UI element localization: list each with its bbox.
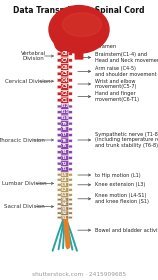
FancyBboxPatch shape xyxy=(68,59,72,62)
Text: L4: L4 xyxy=(62,178,68,182)
FancyBboxPatch shape xyxy=(61,115,69,121)
FancyBboxPatch shape xyxy=(61,71,69,77)
Text: C6: C6 xyxy=(61,64,68,69)
FancyBboxPatch shape xyxy=(57,52,61,55)
FancyBboxPatch shape xyxy=(61,97,69,104)
FancyBboxPatch shape xyxy=(57,99,61,102)
FancyBboxPatch shape xyxy=(61,149,69,155)
FancyBboxPatch shape xyxy=(61,155,69,161)
FancyBboxPatch shape xyxy=(68,162,72,165)
Text: T1: T1 xyxy=(62,167,67,171)
Text: C1: C1 xyxy=(61,98,68,103)
FancyBboxPatch shape xyxy=(57,92,61,95)
FancyBboxPatch shape xyxy=(68,207,72,210)
FancyBboxPatch shape xyxy=(57,194,61,196)
Text: T2: T2 xyxy=(62,162,67,166)
Text: S1: S1 xyxy=(62,216,68,220)
Text: Wrist and elbow
movement(C5-7): Wrist and elbow movement(C5-7) xyxy=(95,79,137,89)
FancyBboxPatch shape xyxy=(61,138,69,144)
FancyBboxPatch shape xyxy=(57,105,61,108)
Ellipse shape xyxy=(53,25,99,44)
FancyBboxPatch shape xyxy=(57,203,61,205)
FancyBboxPatch shape xyxy=(68,145,72,148)
FancyBboxPatch shape xyxy=(68,157,72,159)
Ellipse shape xyxy=(63,13,102,36)
Ellipse shape xyxy=(54,31,71,52)
Text: Arm raise (C4-5)
and shoulder movement (C5): Arm raise (C4-5) and shoulder movement (… xyxy=(95,66,158,77)
FancyBboxPatch shape xyxy=(57,184,61,186)
Text: C4: C4 xyxy=(61,78,68,83)
FancyBboxPatch shape xyxy=(61,104,69,109)
FancyBboxPatch shape xyxy=(68,174,72,176)
FancyBboxPatch shape xyxy=(68,85,72,88)
FancyBboxPatch shape xyxy=(68,139,72,142)
Text: Vertebral
Division: Vertebral Division xyxy=(21,51,46,61)
Text: C2: C2 xyxy=(61,91,68,96)
FancyBboxPatch shape xyxy=(61,121,69,127)
Text: Foramen: Foramen xyxy=(95,44,117,49)
FancyBboxPatch shape xyxy=(57,189,61,191)
FancyBboxPatch shape xyxy=(61,177,69,182)
FancyBboxPatch shape xyxy=(68,79,72,82)
FancyBboxPatch shape xyxy=(61,57,69,64)
Text: T3: T3 xyxy=(62,156,67,160)
FancyBboxPatch shape xyxy=(61,206,69,211)
Text: T7: T7 xyxy=(62,133,67,137)
FancyBboxPatch shape xyxy=(61,132,69,138)
Text: T11: T11 xyxy=(61,110,69,114)
FancyBboxPatch shape xyxy=(61,50,69,57)
Text: S3: S3 xyxy=(62,207,68,211)
FancyBboxPatch shape xyxy=(57,122,61,125)
FancyBboxPatch shape xyxy=(61,172,69,177)
FancyBboxPatch shape xyxy=(61,64,69,70)
FancyBboxPatch shape xyxy=(57,116,61,119)
FancyBboxPatch shape xyxy=(57,212,61,214)
Text: C8: C8 xyxy=(61,51,68,56)
FancyBboxPatch shape xyxy=(61,215,69,220)
FancyBboxPatch shape xyxy=(57,111,61,114)
FancyBboxPatch shape xyxy=(68,212,72,214)
FancyBboxPatch shape xyxy=(68,203,72,205)
Text: T4: T4 xyxy=(62,150,68,154)
FancyBboxPatch shape xyxy=(68,134,72,136)
FancyBboxPatch shape xyxy=(68,122,72,125)
Text: Hand and finger
movement(C6-T1): Hand and finger movement(C6-T1) xyxy=(95,91,140,102)
FancyBboxPatch shape xyxy=(68,128,72,131)
FancyBboxPatch shape xyxy=(68,66,72,69)
FancyBboxPatch shape xyxy=(57,216,61,219)
Text: L5: L5 xyxy=(62,173,68,177)
Text: T12: T12 xyxy=(61,104,69,108)
FancyBboxPatch shape xyxy=(57,85,61,88)
FancyBboxPatch shape xyxy=(68,92,72,95)
FancyBboxPatch shape xyxy=(68,199,72,201)
FancyBboxPatch shape xyxy=(57,162,61,165)
FancyBboxPatch shape xyxy=(61,202,69,206)
Text: shutterstock.com · 2415909685: shutterstock.com · 2415909685 xyxy=(32,272,126,277)
FancyBboxPatch shape xyxy=(57,199,61,201)
Text: Knee extension (L3): Knee extension (L3) xyxy=(95,182,145,187)
Text: Brainstem(C1-4) and
Head and Neck movement (C4): Brainstem(C1-4) and Head and Neck moveme… xyxy=(95,52,158,63)
FancyBboxPatch shape xyxy=(61,197,69,202)
Text: T8: T8 xyxy=(62,127,67,131)
FancyBboxPatch shape xyxy=(57,174,61,176)
FancyBboxPatch shape xyxy=(68,111,72,114)
FancyBboxPatch shape xyxy=(61,211,69,215)
FancyBboxPatch shape xyxy=(57,66,61,69)
FancyBboxPatch shape xyxy=(68,168,72,171)
Text: Data Transmitter - Spinal Cord: Data Transmitter - Spinal Cord xyxy=(13,6,145,15)
Text: Knee motion (L4-S1)
and knee flexion (S1): Knee motion (L4-S1) and knee flexion (S1… xyxy=(95,193,149,204)
Text: T5: T5 xyxy=(62,144,67,148)
FancyBboxPatch shape xyxy=(61,109,69,115)
FancyBboxPatch shape xyxy=(61,127,69,132)
Text: L3: L3 xyxy=(62,183,68,187)
Text: T6: T6 xyxy=(62,139,67,143)
Text: L2: L2 xyxy=(62,188,68,192)
FancyBboxPatch shape xyxy=(57,207,61,210)
Text: Thoracic Division: Thoracic Division xyxy=(0,137,45,143)
Text: T10: T10 xyxy=(61,116,69,120)
FancyBboxPatch shape xyxy=(57,168,61,171)
FancyBboxPatch shape xyxy=(61,187,69,192)
FancyBboxPatch shape xyxy=(57,179,61,181)
FancyBboxPatch shape xyxy=(68,72,72,75)
Text: Bowel and bladder activity (S2-S5): Bowel and bladder activity (S2-S5) xyxy=(95,228,158,233)
